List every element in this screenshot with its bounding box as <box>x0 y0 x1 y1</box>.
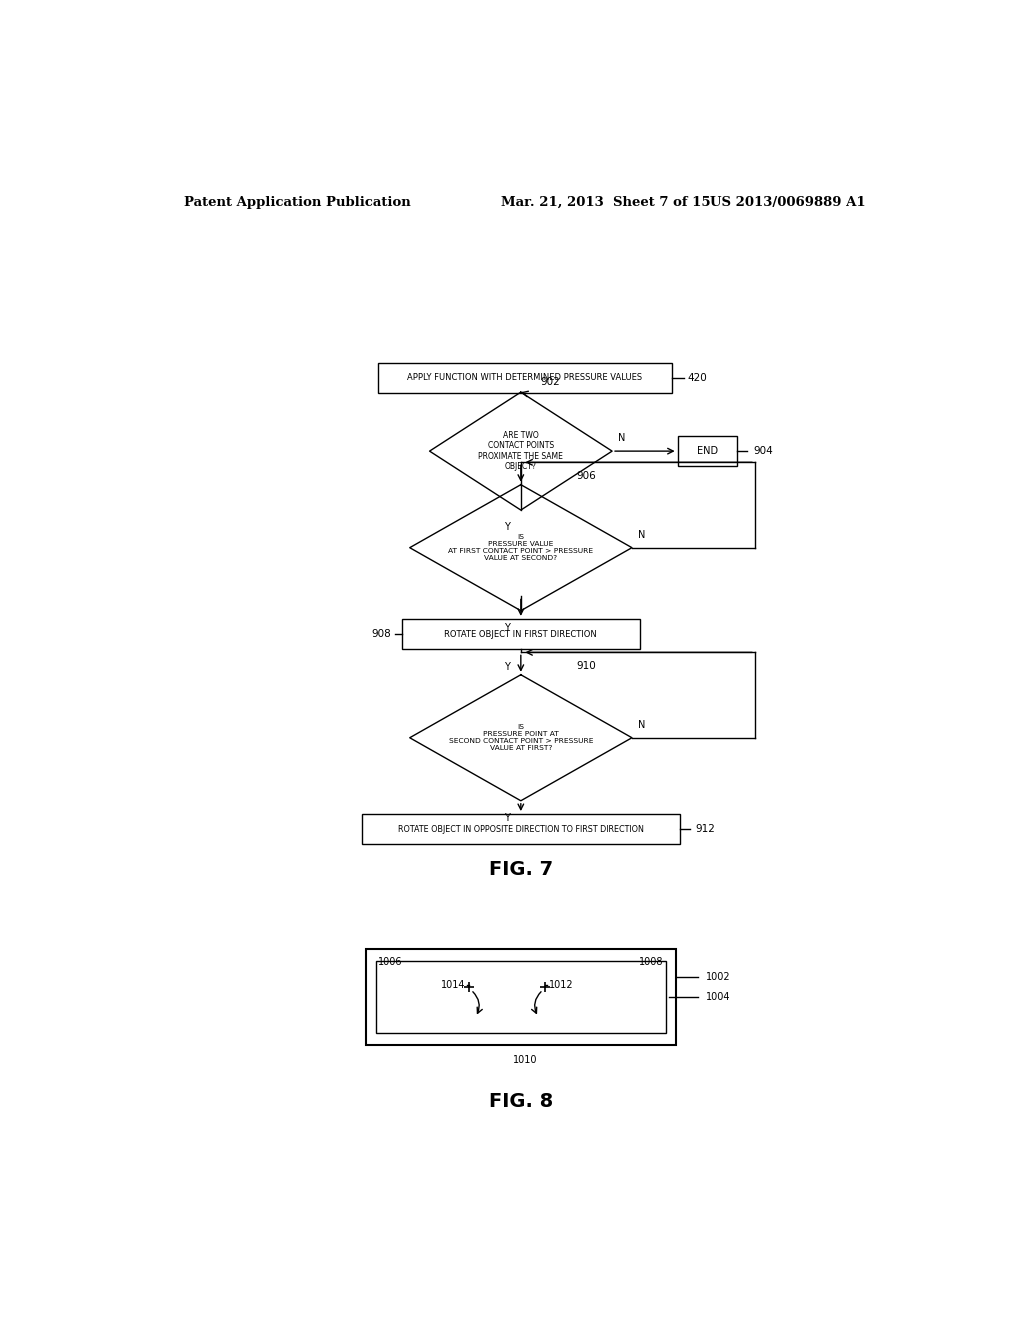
Text: IS
PRESSURE POINT AT
SECOND CONTACT POINT > PRESSURE
VALUE AT FIRST?: IS PRESSURE POINT AT SECOND CONTACT POIN… <box>449 725 593 751</box>
Text: Patent Application Publication: Patent Application Publication <box>183 195 411 209</box>
Text: Y: Y <box>504 623 510 632</box>
Text: Y: Y <box>504 661 510 672</box>
Text: 1006: 1006 <box>378 957 402 966</box>
Text: ROTATE OBJECT IN FIRST DIRECTION: ROTATE OBJECT IN FIRST DIRECTION <box>444 630 597 639</box>
Text: END: END <box>696 446 718 457</box>
Text: 906: 906 <box>577 471 596 480</box>
Text: 1010: 1010 <box>513 1056 537 1065</box>
FancyBboxPatch shape <box>678 436 737 466</box>
Text: N: N <box>638 719 646 730</box>
FancyBboxPatch shape <box>378 363 672 393</box>
Text: 902: 902 <box>541 378 560 387</box>
Text: N: N <box>618 433 626 444</box>
Text: Mar. 21, 2013  Sheet 7 of 15: Mar. 21, 2013 Sheet 7 of 15 <box>501 195 711 209</box>
Text: 1002: 1002 <box>706 972 730 982</box>
Text: Y: Y <box>504 523 510 532</box>
FancyBboxPatch shape <box>401 619 640 649</box>
Text: IS
PRESSURE VALUE
AT FIRST CONTACT POINT > PRESSURE
VALUE AT SECOND?: IS PRESSURE VALUE AT FIRST CONTACT POINT… <box>449 535 593 561</box>
Text: 910: 910 <box>577 661 596 671</box>
Text: 904: 904 <box>753 446 773 457</box>
Text: 912: 912 <box>695 824 716 834</box>
Text: 1004: 1004 <box>706 991 730 1002</box>
Text: US 2013/0069889 A1: US 2013/0069889 A1 <box>711 195 866 209</box>
Text: APPLY FUNCTION WITH DETERMINED PRESSURE VALUES: APPLY FUNCTION WITH DETERMINED PRESSURE … <box>408 374 642 383</box>
Text: ROTATE OBJECT IN OPPOSITE DIRECTION TO FIRST DIRECTION: ROTATE OBJECT IN OPPOSITE DIRECTION TO F… <box>398 825 644 834</box>
Text: 1014: 1014 <box>440 979 465 990</box>
Text: 420: 420 <box>687 374 708 383</box>
Text: 1012: 1012 <box>549 979 573 990</box>
Text: FIG. 7: FIG. 7 <box>488 861 553 879</box>
Text: ARE TWO
CONTACT POINTS
PROXIMATE THE SAME
OBJECT?: ARE TWO CONTACT POINTS PROXIMATE THE SAM… <box>478 432 563 471</box>
FancyBboxPatch shape <box>367 949 676 1045</box>
Text: 908: 908 <box>372 630 391 639</box>
Text: 1008: 1008 <box>639 957 664 966</box>
Text: Y: Y <box>504 813 510 822</box>
Text: N: N <box>638 529 646 540</box>
FancyBboxPatch shape <box>362 814 680 845</box>
FancyBboxPatch shape <box>376 961 666 1034</box>
Text: FIG. 8: FIG. 8 <box>488 1092 553 1111</box>
